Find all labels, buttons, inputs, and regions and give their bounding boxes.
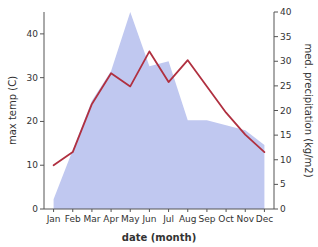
y2-tick-label: 0 bbox=[280, 204, 286, 214]
x-tick bbox=[72, 209, 73, 212]
x-tick-label: Jun bbox=[141, 214, 156, 224]
y-tick bbox=[40, 33, 44, 34]
chart: 0 10 20 30 40 0 5 10 15 20 25 30 35 40 Jan FebMarAprMay… bbox=[0, 0, 318, 247]
y2-tick-label: 5 bbox=[280, 179, 286, 189]
x-tick bbox=[168, 209, 169, 212]
x-tick bbox=[187, 209, 188, 212]
y2-tick bbox=[274, 61, 278, 62]
y2-tick-label: 30 bbox=[280, 56, 292, 66]
y2-tick bbox=[274, 135, 278, 136]
x-tick-label: Jul bbox=[162, 214, 174, 224]
y2-tick-label: 15 bbox=[280, 130, 291, 140]
y2-tick bbox=[274, 209, 278, 210]
x-tick bbox=[206, 209, 207, 212]
temperature-line bbox=[54, 51, 265, 165]
y2-tick-label: 40 bbox=[280, 7, 292, 17]
y2-tick bbox=[274, 36, 278, 37]
precipitation-area bbox=[54, 12, 265, 209]
y-tick-label: 40 bbox=[27, 29, 39, 39]
y2-tick-label: 25 bbox=[280, 81, 291, 91]
y-tick-label: 30 bbox=[27, 73, 39, 83]
y2-tick-label: 10 bbox=[280, 155, 292, 165]
x-tick-label: Apr bbox=[103, 214, 119, 224]
y-axis-label: max temp (C) bbox=[7, 76, 18, 145]
x-tick bbox=[111, 209, 112, 212]
x-tick-label: Jan bbox=[46, 214, 61, 224]
y-tick-label: 0 bbox=[32, 204, 38, 214]
y2-tick bbox=[274, 184, 278, 185]
x-tick-label: Feb bbox=[65, 214, 81, 224]
chart-container: 0 10 20 30 40 0 5 10 15 20 25 30 35 40 Jan FebMarAprMay… bbox=[0, 0, 318, 247]
y-tick bbox=[40, 77, 44, 78]
y2-tick bbox=[274, 159, 278, 160]
x-tick-label: Aug bbox=[179, 214, 197, 224]
y2-tick bbox=[274, 85, 278, 86]
x-tick bbox=[130, 209, 131, 212]
y2-axis-label: med. precipitation (kg/m2) bbox=[303, 43, 314, 177]
plot-area bbox=[54, 12, 265, 209]
y-tick bbox=[40, 121, 44, 122]
y2-tick-label: 35 bbox=[280, 32, 291, 42]
x-axis-label: date (month) bbox=[122, 232, 196, 243]
y2-tick bbox=[274, 110, 278, 111]
y-tick bbox=[40, 165, 44, 166]
x-tick-label: Mar bbox=[83, 214, 100, 224]
y2-tick-label: 20 bbox=[280, 106, 292, 116]
x-tick bbox=[245, 209, 246, 212]
y-axis-line bbox=[44, 12, 45, 209]
y-tick-label: 20 bbox=[27, 116, 39, 126]
x-tick-label: Oct bbox=[218, 214, 234, 224]
x-tick-label: Sep bbox=[198, 214, 215, 224]
x-tick bbox=[53, 209, 54, 212]
x-tick-label: Nov bbox=[236, 214, 254, 224]
x-tick bbox=[264, 209, 265, 212]
x-tick bbox=[226, 209, 227, 212]
x-tick bbox=[149, 209, 150, 212]
y2-tick bbox=[274, 12, 278, 13]
x-tick-label: May bbox=[121, 214, 140, 224]
x-axis-line bbox=[44, 209, 274, 210]
y-tick bbox=[40, 209, 44, 210]
x-tick bbox=[91, 209, 92, 212]
x-tick-label: Dec bbox=[256, 214, 273, 224]
y-tick-label: 10 bbox=[27, 160, 39, 170]
